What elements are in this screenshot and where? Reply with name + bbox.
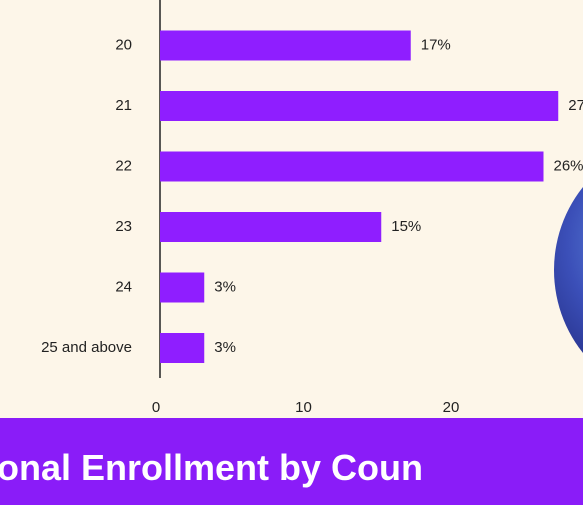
globe-decoration: [554, 187, 583, 353]
bar: [160, 333, 205, 363]
y-tick-label: 21: [115, 97, 132, 114]
value-label: 27%: [568, 97, 583, 114]
bar: [160, 151, 544, 182]
value-label: 26%: [554, 157, 583, 174]
bar: [160, 212, 382, 242]
x-tick-label: 20: [443, 399, 460, 416]
banner: [0, 418, 583, 505]
y-tick-label: 22: [115, 157, 132, 174]
x-tick-label: 10: [295, 399, 312, 416]
value-label: 15%: [391, 218, 421, 235]
y-tick-label: 25 and above: [41, 339, 132, 356]
value-label: 3%: [214, 278, 236, 295]
y-tick-label: 23: [115, 218, 132, 235]
bar: [160, 272, 205, 303]
plot-area: 0 10 20 20 17% 21 27% 22 26% 23 15% 24 3% 25 and abov…: [41, 0, 583, 416]
bar: [160, 30, 411, 61]
y-tick-label: 20: [115, 36, 132, 53]
value-label: 17%: [421, 36, 451, 53]
x-tick-label: 0: [152, 399, 160, 416]
banner-title: onal Enrollment by Coun: [0, 447, 423, 488]
bar: [160, 91, 559, 121]
y-tick-label: 24: [115, 278, 132, 295]
value-label: 3%: [214, 339, 236, 356]
